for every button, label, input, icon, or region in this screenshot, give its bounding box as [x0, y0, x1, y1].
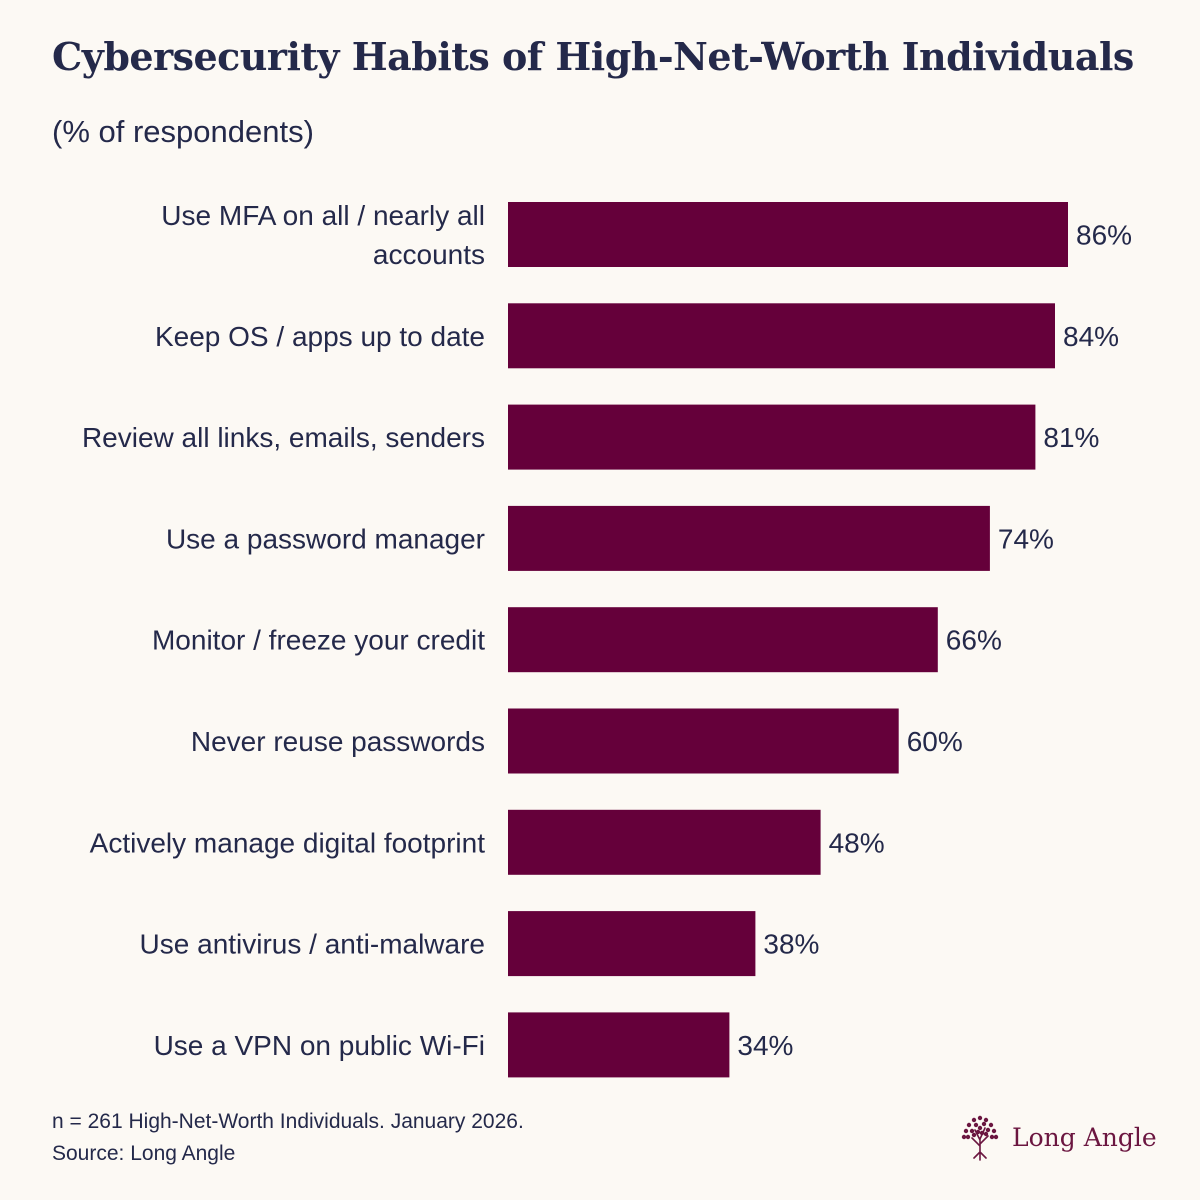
category-label: Actively manage digital footprint: [90, 827, 486, 858]
bar: [508, 505, 990, 571]
chart-title: Cybersecurity Habits of High-Net-Worth I…: [52, 34, 1134, 79]
bar: [508, 202, 1068, 267]
bar: [508, 809, 821, 875]
category-label: Use MFA on all / nearly all: [161, 200, 485, 231]
footnote-source: Source: Long Angle: [52, 1142, 236, 1165]
brand-name: Long Angle: [1012, 1122, 1157, 1152]
bar: [508, 303, 1055, 369]
category-label: Review all links, emails, senders: [82, 422, 485, 453]
bar-value-label: 48%: [829, 827, 885, 858]
brand-logo: Long Angle: [958, 1112, 1157, 1162]
bar: [508, 708, 899, 774]
bar-value-label: 86%: [1076, 220, 1132, 251]
bar-value-label: 34%: [737, 1030, 793, 1061]
bar-value-label: 81%: [1043, 422, 1099, 453]
bar-value-label: 84%: [1063, 321, 1119, 352]
chart-subtitle: (% of respondents): [52, 114, 314, 149]
bar: [508, 1012, 730, 1078]
category-label: accounts: [373, 239, 485, 270]
category-label: Use antivirus / anti-malware: [140, 929, 485, 960]
category-label: Never reuse passwords: [191, 726, 485, 757]
category-label: Monitor / freeze your credit: [152, 625, 485, 656]
bar-value-label: 60%: [907, 726, 963, 757]
bar-value-label: 74%: [998, 523, 1054, 554]
footnote-sample: n = 261 High-Net-Worth Individuals. Janu…: [52, 1110, 524, 1133]
category-label: Use a VPN on public Wi-Fi: [154, 1030, 485, 1061]
tree-icon: [961, 1115, 999, 1161]
category-label: Keep OS / apps up to date: [155, 321, 485, 352]
bar-value-label: 66%: [946, 625, 1002, 656]
bar: [508, 607, 938, 673]
bar: [508, 911, 756, 977]
bar: [508, 404, 1036, 470]
bar-value-label: 38%: [763, 929, 819, 960]
category-label: Use a password manager: [166, 523, 485, 554]
